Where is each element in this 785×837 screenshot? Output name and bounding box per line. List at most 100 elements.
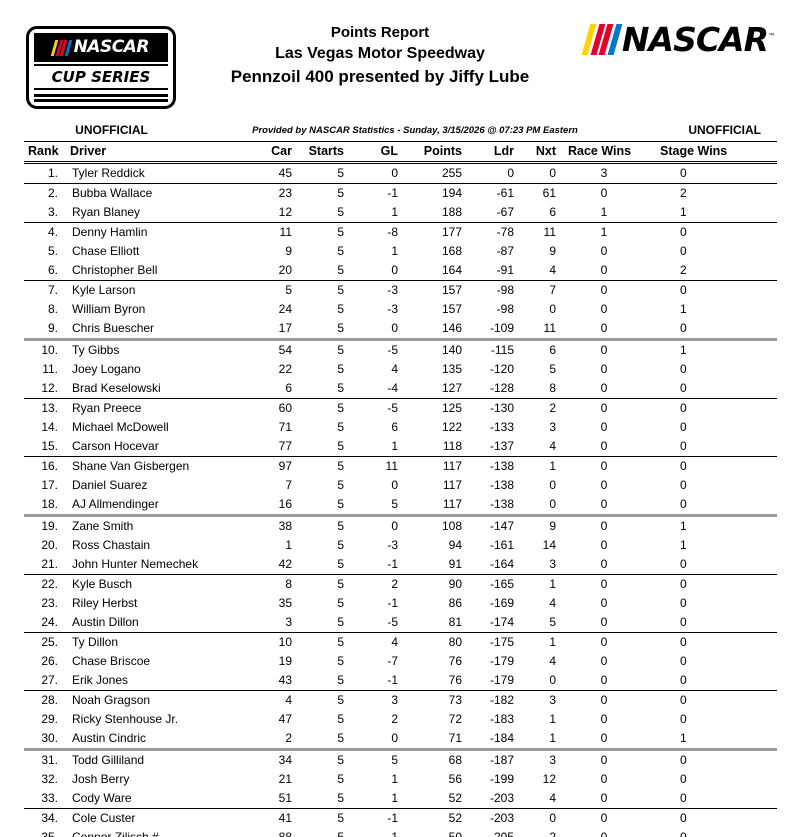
driver-rank: 11.	[42, 362, 58, 376]
table-row[interactable]: 21. John Hunter Nemechek 42 5 -1 91 -164 3 0 0	[24, 555, 777, 575]
table-row[interactable]: 5. Chase Elliott 9 5 1 168 -87 9 0 0	[24, 242, 777, 261]
table-row[interactable]: 6. Christopher Bell 20 5 0 164 -91 4 0 2	[24, 261, 777, 281]
table-row[interactable]: 4. Denny Hamlin 11 5 -8 177 -78 11 1 0	[24, 223, 777, 243]
report-title-block: Points Report Las Vegas Motor Speedway P…	[190, 22, 570, 88]
table-row[interactable]: 34. Cole Custer 41 5 -1 52 -203 0 0 0	[24, 809, 777, 829]
table-row[interactable]: 17. Daniel Suarez 7 5 0 117 -138 0 0 0	[24, 476, 777, 495]
table-row[interactable]: 33. Cody Ware 51 5 1 52 -203 4 0 0	[24, 789, 777, 809]
column-header-stage-wins[interactable]: Stage Wins	[646, 141, 734, 164]
table-row[interactable]: 29. Ricky Stenhouse Jr. 47 5 2 72 -183 1 0 0	[24, 710, 777, 729]
table-row[interactable]: 18. AJ Allmendinger 16 5 5 117 -138 0 0 0	[24, 495, 777, 517]
driver-starts: 5	[337, 186, 344, 200]
row-spacer	[734, 495, 777, 517]
column-header-rank[interactable]: Rank	[24, 141, 64, 164]
driver-car-number: 35	[278, 596, 292, 610]
table-row[interactable]: 28. Noah Gragson 4 5 3 73 -182 3 0 0	[24, 691, 777, 711]
table-row[interactable]: 27. Erik Jones 43 5 -1 76 -179 0 0 0	[24, 671, 777, 691]
row-spacer	[734, 750, 777, 771]
table-row[interactable]: 16. Shane Van Gisbergen 97 5 11 117 -138 1 0 0	[24, 457, 777, 477]
driver-ldr: -91	[470, 261, 520, 281]
table-row[interactable]: 20. Ross Chastain 1 5 -3 94 -161 14 0 1	[24, 536, 777, 555]
column-header-nxt[interactable]: Nxt	[520, 141, 562, 164]
driver-car-number: 5	[285, 283, 292, 297]
driver-ldr: -138	[489, 459, 514, 473]
driver-starts: 5	[298, 729, 356, 751]
column-header-race-wins[interactable]: Race Wins	[562, 141, 646, 164]
table-row[interactable]: 19. Zane Smith 38 5 0 108 -147 9 0 1	[24, 516, 777, 537]
table-row[interactable]: 22. Kyle Busch 8 5 2 90 -165 1 0 0	[24, 575, 777, 595]
table-row[interactable]: 8. William Byron 24 5 -3 157 -98 0 0 1	[24, 300, 777, 319]
driver-name: Ryan Blaney	[64, 203, 246, 223]
driver-rank: 22.	[41, 577, 58, 591]
driver-gl: 5	[391, 753, 398, 767]
driver-gl: 2	[391, 712, 398, 726]
table-row[interactable]: 1. Tyler Reddick 45 5 0 255 0 0 3 0	[24, 162, 777, 184]
track-name: Las Vegas Motor Speedway	[275, 45, 485, 62]
table-row[interactable]: 32. Josh Berry 21 5 1 56 -199 12 0 0	[24, 770, 777, 789]
driver-gl: -1	[356, 671, 408, 691]
cup-logo-wordmark: NASCAR	[73, 37, 150, 58]
driver-stage-wins: 0	[680, 811, 687, 825]
column-header-car[interactable]: Car	[246, 141, 298, 164]
driver-gl: 1	[356, 828, 408, 837]
driver-race-wins: 1	[562, 203, 646, 223]
driver-stage-wins: 0	[680, 244, 687, 258]
driver-nxt: 61	[542, 186, 556, 200]
row-spacer	[734, 710, 777, 729]
driver-car-number: 20	[246, 261, 298, 281]
driver-gl: 1	[356, 203, 408, 223]
table-row[interactable]: 15. Carson Hocevar 77 5 1 118 -137 4 0 0	[24, 437, 777, 457]
driver-points: 76	[408, 671, 470, 691]
cup-logo-mid-band: CUP SERIES	[34, 64, 168, 90]
driver-ldr: -133	[489, 420, 514, 434]
row-spacer	[734, 575, 777, 595]
column-header-starts[interactable]: Starts	[298, 141, 356, 164]
driver-ldr: -98	[496, 302, 514, 316]
driver-car-number: 77	[246, 437, 298, 457]
driver-gl: -3	[387, 283, 398, 297]
driver-points: 71	[408, 729, 470, 751]
driver-name: Michael McDowell	[72, 420, 169, 434]
column-header-points[interactable]: Points	[408, 141, 470, 164]
table-row[interactable]: 13. Ryan Preece 60 5 -5 125 -130 2 0 0	[24, 399, 777, 419]
table-row[interactable]: 26. Chase Briscoe 19 5 -7 76 -179 4 0 0	[24, 652, 777, 671]
driver-stage-wins: 0	[680, 283, 687, 297]
table-row[interactable]: 7. Kyle Larson 5 5 -3 157 -98 7 0 0	[24, 281, 777, 301]
driver-gl: 1	[356, 437, 408, 457]
driver-race-wins: 0	[600, 577, 608, 591]
driver-starts: 5	[298, 437, 356, 457]
driver-nxt: 0	[520, 495, 562, 517]
table-row[interactable]: 11. Joey Logano 22 5 4 135 -120 5 0 0	[24, 360, 777, 379]
column-header-ldr[interactable]: Ldr	[470, 141, 520, 164]
driver-points: 52	[408, 789, 470, 809]
table-row[interactable]: 35. Connor Zilisch #88 5 1 50 -205 2 0 0	[24, 828, 777, 837]
table-row[interactable]: 23. Riley Herbst 35 5 -1 86 -169 4 0 0	[24, 594, 777, 613]
driver-stage-wins: 0	[680, 420, 687, 434]
column-header-gl[interactable]: GL	[356, 141, 408, 164]
table-row[interactable]: 2. Bubba Wallace 23 5 -1 194 -61 61 0 2	[24, 184, 777, 204]
driver-race-wins: 0	[600, 538, 608, 552]
driver-stage-wins: 0	[680, 753, 687, 767]
driver-ldr: -203	[489, 811, 514, 825]
driver-rank: 29.	[41, 712, 58, 726]
driver-gl: -3	[387, 302, 398, 316]
table-row[interactable]: 31. Todd Gilliland 34 5 5 68 -187 3 0 0	[24, 750, 777, 771]
table-row[interactable]: 3. Ryan Blaney 12 5 1 188 -67 6 1 1	[24, 203, 777, 223]
driver-starts: 5	[298, 261, 356, 281]
table-row[interactable]: 24. Austin Dillon 3 5 -5 81 -174 5 0 0	[24, 613, 777, 633]
table-row[interactable]: 10. Ty Gibbs 54 5 -5 140 -115 6 0 1	[24, 340, 777, 361]
column-header-driver[interactable]: Driver	[64, 141, 246, 164]
driver-name: John Hunter Nemechek	[64, 555, 246, 575]
table-row[interactable]: 12. Brad Keselowski 6 5 -4 127 -128 8 0 0	[24, 379, 777, 399]
table-row[interactable]: 9. Chris Buescher 17 5 0 146 -109 11 0 0	[24, 319, 777, 341]
table-row[interactable]: 30. Austin Cindric 2 5 0 71 -184 1 0 1	[24, 729, 777, 751]
driver-car-number: 9	[285, 244, 292, 258]
driver-ldr: 0	[470, 162, 520, 184]
driver-name: Erik Jones	[64, 671, 246, 691]
driver-nxt: 4	[520, 261, 562, 281]
driver-nxt: 1	[520, 729, 562, 751]
table-row[interactable]: 25. Ty Dillon 10 5 4 80 -175 1 0 0	[24, 633, 777, 653]
driver-rank: 6.	[24, 261, 64, 281]
driver-gl: -1	[356, 555, 408, 575]
table-row[interactable]: 14. Michael McDowell 71 5 6 122 -133 3 0 0	[24, 418, 777, 437]
